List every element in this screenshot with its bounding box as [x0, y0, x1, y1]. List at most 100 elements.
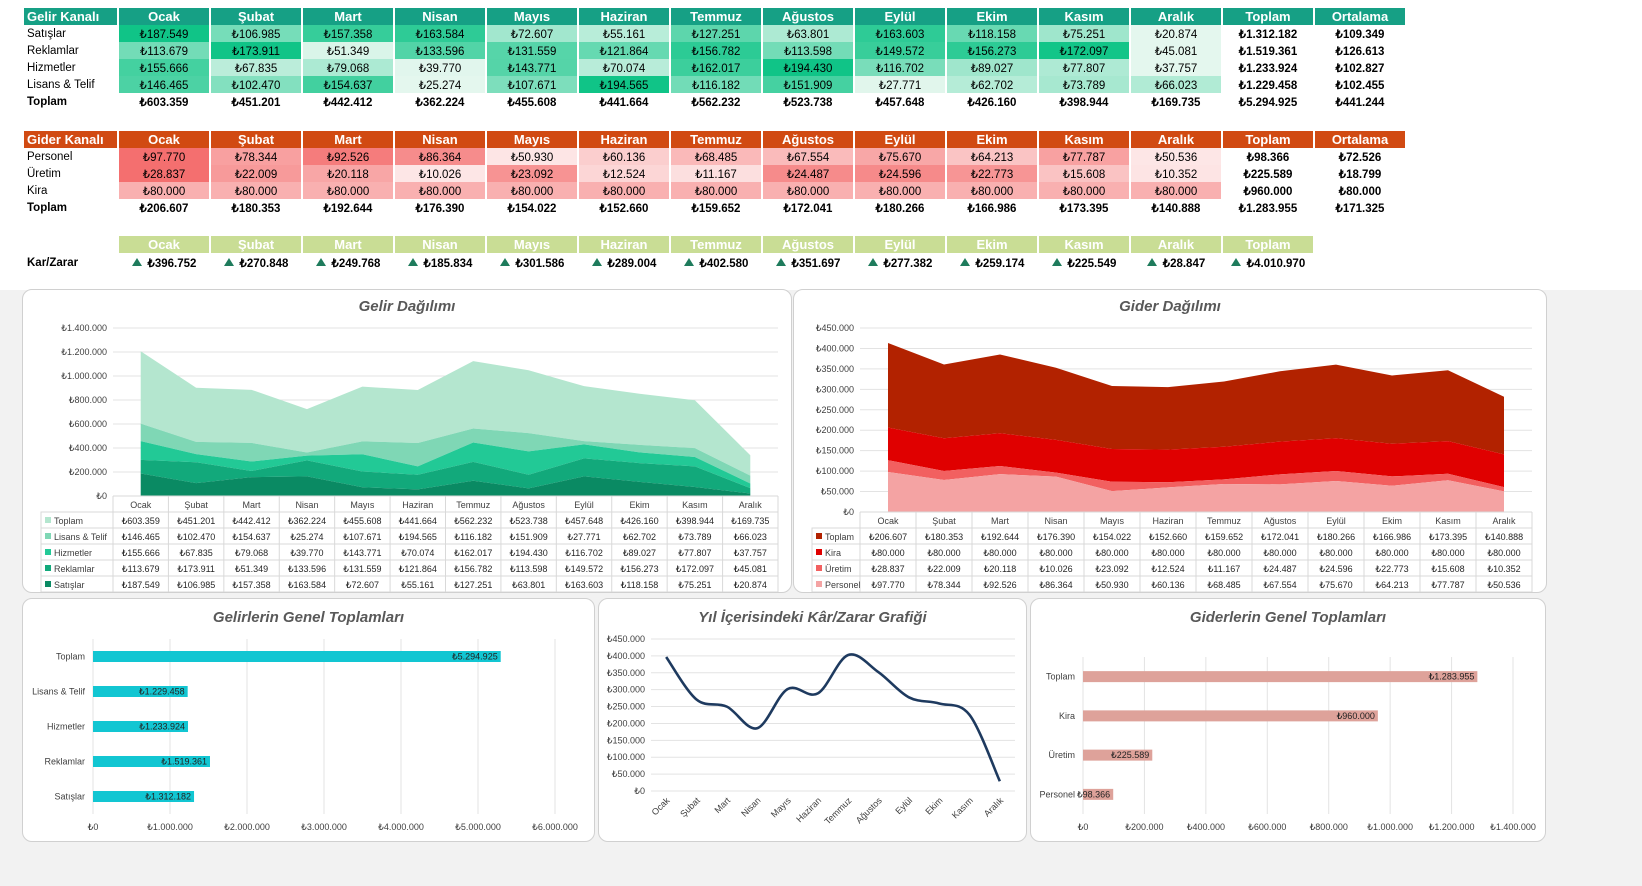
data-cell[interactable]: ₺12.524: [579, 165, 669, 182]
month-header[interactable]: Temmuz: [671, 131, 761, 148]
row-label[interactable]: Satışlar: [27, 27, 66, 40]
month-header[interactable]: Ekim: [947, 236, 1037, 253]
month-header[interactable]: Eylül: [855, 8, 945, 25]
data-cell[interactable]: ₺10.026: [395, 165, 485, 182]
row-average[interactable]: ₺102.827: [1335, 62, 1385, 75]
data-cell[interactable]: ₺80.000: [395, 182, 485, 199]
month-header[interactable]: Ağustos: [763, 236, 853, 253]
data-cell[interactable]: ₺194.430: [763, 59, 853, 76]
data-cell[interactable]: ₺80.000: [211, 182, 301, 199]
data-cell[interactable]: ₺151.909: [763, 76, 853, 93]
month-header[interactable]: Mayıs: [487, 131, 577, 148]
data-cell[interactable]: ₺80.000: [1131, 182, 1221, 199]
bar[interactable]: [1083, 671, 1478, 683]
data-cell[interactable]: ₺22.773: [947, 165, 1037, 182]
data-cell[interactable]: ₺121.864: [579, 42, 669, 59]
data-cell[interactable]: ₺24.487: [763, 165, 853, 182]
month-header[interactable]: Şubat: [211, 236, 301, 253]
data-cell[interactable]: ₺80.000: [487, 182, 577, 199]
data-cell[interactable]: ₺20.118: [303, 165, 393, 182]
month-header[interactable]: Temmuz: [671, 8, 761, 25]
data-cell[interactable]: ₺131.559: [487, 42, 577, 59]
bar[interactable]: [93, 791, 195, 802]
month-header[interactable]: Ocak: [119, 131, 209, 148]
total-cell[interactable]: ₺192.644: [323, 202, 373, 215]
bar[interactable]: [1083, 749, 1153, 761]
data-cell[interactable]: ₺163.584: [395, 25, 485, 42]
data-cell[interactable]: ₺162.017: [671, 59, 761, 76]
data-cell[interactable]: ₺80.000: [855, 182, 945, 199]
row-average[interactable]: ₺109.349: [1335, 28, 1385, 41]
data-cell[interactable]: ₺80.000: [579, 182, 669, 199]
month-header[interactable]: Kasım: [1039, 131, 1129, 148]
data-cell[interactable]: ₺11.167: [671, 165, 761, 182]
row-label[interactable]: Hizmetler: [27, 61, 76, 74]
month-header[interactable]: Temmuz: [671, 236, 761, 253]
data-cell[interactable]: ₺80.000: [303, 182, 393, 199]
total-cell[interactable]: ₺455.608: [507, 96, 557, 109]
grand-average[interactable]: ₺171.325: [1335, 202, 1385, 215]
month-header[interactable]: Haziran: [579, 236, 669, 253]
bar[interactable]: [1083, 710, 1378, 722]
header-cell[interactable]: Toplam: [1223, 8, 1313, 25]
data-cell[interactable]: ₺23.092: [487, 165, 577, 182]
month-header[interactable]: Haziran: [579, 131, 669, 148]
month-header[interactable]: Mayıs: [487, 8, 577, 25]
data-cell[interactable]: ₺113.679: [119, 42, 209, 59]
bar[interactable]: [93, 756, 210, 767]
profit-cell[interactable]: ₺402.580: [671, 253, 761, 273]
row-label[interactable]: Üretim: [27, 167, 61, 180]
month-header[interactable]: Mart: [303, 236, 393, 253]
data-cell[interactable]: ₺63.801: [763, 25, 853, 42]
data-cell[interactable]: ₺80.000: [671, 182, 761, 199]
area-series-toplam[interactable]: [888, 343, 1504, 455]
month-header[interactable]: Ekim: [947, 8, 1037, 25]
profit-cell[interactable]: ₺225.549: [1039, 253, 1129, 273]
total-cell[interactable]: ₺180.353: [231, 202, 281, 215]
data-cell[interactable]: ₺50.930: [487, 148, 577, 165]
total-cell[interactable]: ₺206.607: [139, 202, 189, 215]
profit-cell[interactable]: ₺28.847: [1131, 253, 1221, 273]
row-total[interactable]: ₺1.519.361: [1238, 45, 1298, 58]
data-cell[interactable]: ₺146.465: [119, 76, 209, 93]
data-cell[interactable]: ₺66.023: [1131, 76, 1221, 93]
data-cell[interactable]: ₺106.985: [211, 25, 301, 42]
data-cell[interactable]: ₺51.349: [303, 42, 393, 59]
total-cell[interactable]: ₺173.395: [1059, 202, 1109, 215]
data-cell[interactable]: ₺89.027: [947, 59, 1037, 76]
row-average[interactable]: ₺18.799: [1338, 168, 1382, 181]
total-cell[interactable]: ₺523.738: [783, 96, 833, 109]
month-header[interactable]: Aralık: [1131, 8, 1221, 25]
row-total[interactable]: ₺960.000: [1243, 185, 1293, 198]
month-header[interactable]: Mart: [303, 8, 393, 25]
data-cell[interactable]: ₺20.874: [1131, 25, 1221, 42]
month-header[interactable]: Ağustos: [763, 131, 853, 148]
area-series-kira[interactable]: [888, 427, 1504, 488]
row-total[interactable]: ₺1.229.458: [1238, 79, 1298, 92]
row-total[interactable]: ₺1.233.924: [1238, 62, 1298, 75]
row-total[interactable]: ₺225.589: [1243, 168, 1293, 181]
total-cell[interactable]: ₺166.986: [967, 202, 1017, 215]
profit-cell[interactable]: ₺301.586: [487, 253, 577, 273]
data-cell[interactable]: ₺172.097: [1039, 42, 1129, 59]
data-cell[interactable]: ₺92.526: [303, 148, 393, 165]
data-cell[interactable]: ₺155.666: [119, 59, 209, 76]
data-cell[interactable]: ₺50.536: [1131, 148, 1221, 165]
total-cell[interactable]: ₺603.359: [139, 96, 189, 109]
profit-line[interactable]: [665, 653, 1002, 782]
total-cell[interactable]: ₺362.224: [415, 96, 465, 109]
income-area-chart[interactable]: Gelir Dağılımı ₺1.400.000 ₺1.200.000 ₺1.00…: [22, 289, 792, 593]
area-series-lisans-telif[interactable]: [140, 423, 751, 484]
total-cell[interactable]: ₺154.022: [507, 202, 557, 215]
bar[interactable]: [93, 686, 188, 697]
data-cell[interactable]: ₺78.344: [211, 148, 301, 165]
row-average[interactable]: ₺126.613: [1335, 45, 1385, 58]
row-label[interactable]: Lisans & Telif: [27, 78, 95, 91]
total-cell[interactable]: ₺426.160: [967, 96, 1017, 109]
total-cell[interactable]: ₺172.041: [783, 202, 833, 215]
month-header[interactable]: Eylül: [855, 236, 945, 253]
total-cell[interactable]: ₺562.232: [691, 96, 741, 109]
area-series-toplam[interactable]: [140, 351, 751, 476]
total-cell[interactable]: ₺457.648: [875, 96, 925, 109]
data-cell[interactable]: ₺80.000: [763, 182, 853, 199]
